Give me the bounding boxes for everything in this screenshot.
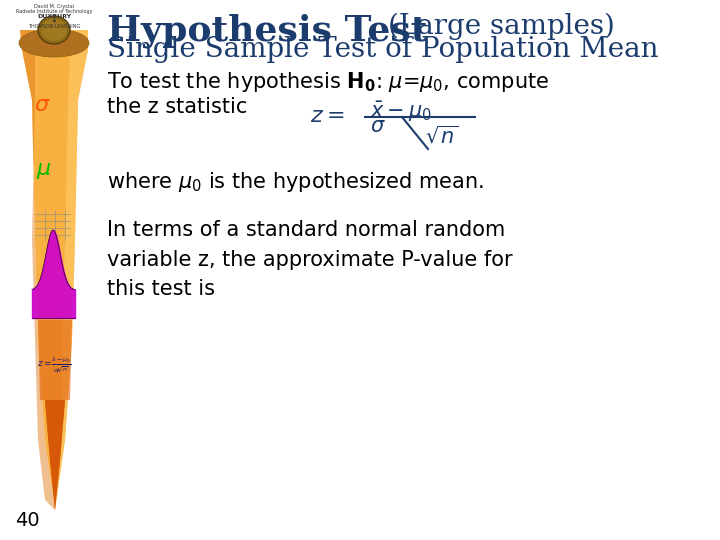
Text: David M. Crystal: David M. Crystal — [34, 4, 74, 9]
Text: THOMSON LEARNING: THOMSON LEARNING — [28, 24, 80, 29]
Text: $\bar{x} - \mu_0$: $\bar{x} - \mu_0$ — [370, 100, 432, 124]
Polygon shape — [38, 320, 72, 510]
Ellipse shape — [38, 16, 70, 44]
Text: 40: 40 — [15, 511, 40, 530]
Text: DUXBURY: DUXBURY — [37, 14, 71, 19]
Text: the z statistic: the z statistic — [107, 97, 248, 117]
Polygon shape — [20, 30, 55, 510]
Text: To test the hypothesis $\mathbf{H_0}$: $\mu$=$\mu_0$, compute: To test the hypothesis $\mathbf{H_0}$: $… — [107, 70, 549, 94]
Text: Single Sample Test of Population Mean: Single Sample Test of Population Mean — [107, 36, 659, 63]
Text: In terms of a standard normal random
variable z, the approximate P-value for
thi: In terms of a standard normal random var… — [107, 220, 513, 299]
Text: $\sigma$: $\sigma$ — [34, 94, 50, 116]
Text: where $\mu_0$ is the hypothesized mean.: where $\mu_0$ is the hypothesized mean. — [107, 170, 484, 194]
Text: $\sigma$: $\sigma$ — [370, 117, 386, 136]
Text: (Large samples): (Large samples) — [388, 13, 615, 40]
Text: Radsele Institute of Technology: Radsele Institute of Technology — [16, 9, 92, 14]
Text: $z =$: $z =$ — [310, 105, 344, 127]
Polygon shape — [55, 30, 88, 510]
Polygon shape — [20, 30, 88, 510]
Ellipse shape — [41, 19, 67, 41]
Text: ♦: ♦ — [52, 19, 56, 24]
Text: $\sqrt{n}$: $\sqrt{n}$ — [425, 125, 459, 147]
Ellipse shape — [19, 29, 89, 57]
Text: $\mu$: $\mu$ — [36, 159, 52, 181]
Text: Hypothesis Test: Hypothesis Test — [107, 13, 428, 48]
Text: $z=\!\frac{\bar{x}-\mu_0}{\sigma\!/\!\sqrt{n}}$: $z=\!\frac{\bar{x}-\mu_0}{\sigma\!/\!\sq… — [37, 355, 71, 375]
Polygon shape — [45, 400, 65, 510]
